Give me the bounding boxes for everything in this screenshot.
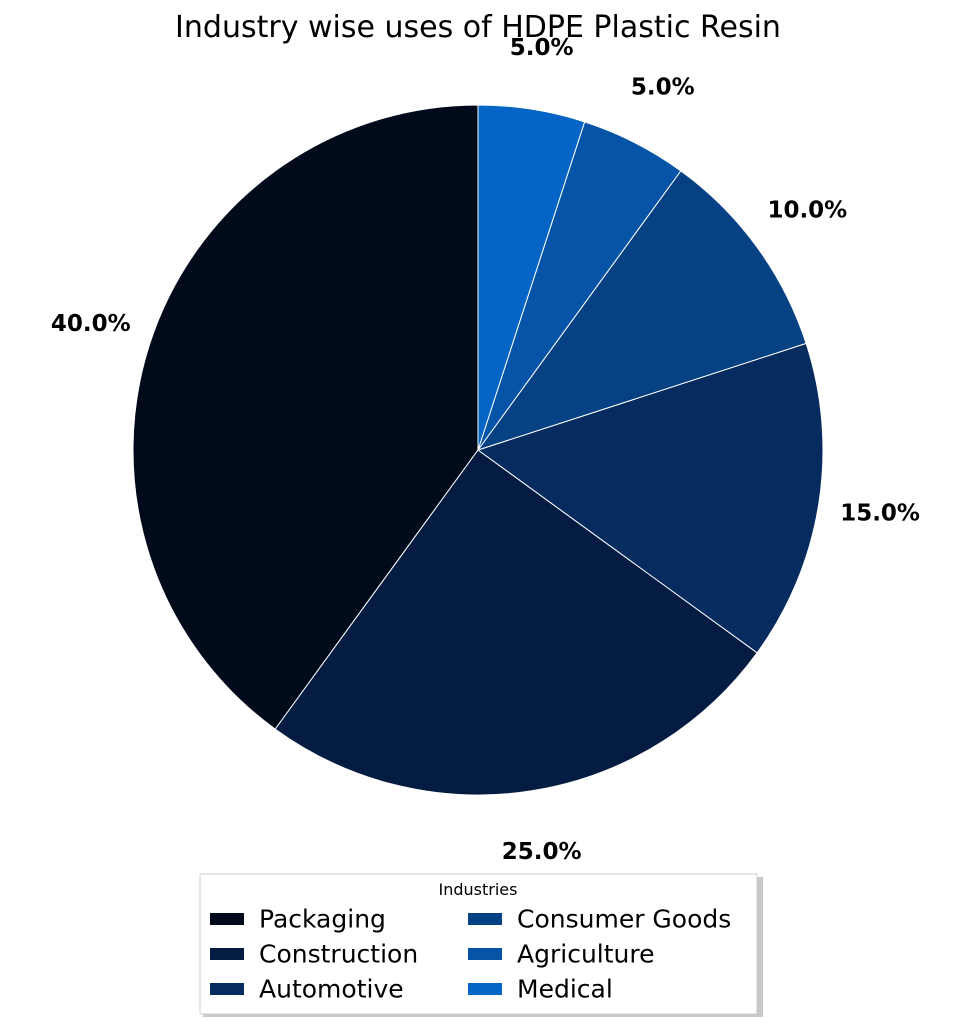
legend-swatch-medical	[468, 983, 502, 995]
pie-slice-construction	[274, 449, 758, 796]
legend-swatch-packaging	[210, 913, 244, 925]
legend-swatch-agriculture	[468, 948, 502, 960]
legend-label-automotive: Automotive	[259, 975, 404, 1004]
pie-slice-packaging	[132, 104, 479, 730]
legend: Industries Packaging Construction Automoti…	[199, 873, 763, 1017]
legend-label-packaging: Packaging	[259, 905, 386, 934]
legend-items: Packaging Construction Automotive Consumer …	[210, 905, 731, 1004]
pct-label-automotive: 15.0%	[840, 501, 920, 527]
legend-swatch-consumer-goods	[468, 913, 502, 925]
legend-title: Industries	[439, 880, 518, 899]
pie-slices	[132, 104, 824, 796]
pie-percentage-labels: 40.0% 25.0% 15.0% 10.0% 5.0% 5.0%	[51, 35, 920, 865]
pct-label-packaging: 40.0%	[51, 311, 131, 337]
pie-slice-automotive	[476, 342, 824, 654]
pct-label-consumer-goods: 10.0%	[767, 198, 847, 224]
legend-label-agriculture: Agriculture	[517, 940, 655, 969]
pct-label-medical: 5.0%	[510, 35, 574, 61]
pie-slice-medical	[477, 104, 586, 451]
legend-swatch-automotive	[210, 983, 244, 995]
legend-label-construction: Construction	[259, 940, 418, 969]
legend-label-consumer-goods: Consumer Goods	[517, 905, 731, 934]
pct-label-agriculture: 5.0%	[631, 74, 695, 100]
legend-swatch-construction	[210, 948, 244, 960]
chart-title: Industry wise uses of HDPE Plastic Resin	[175, 10, 781, 45]
legend-label-medical: Medical	[517, 975, 613, 1004]
pct-label-construction: 25.0%	[502, 839, 582, 865]
pie-slice-consumer-goods	[476, 170, 807, 451]
